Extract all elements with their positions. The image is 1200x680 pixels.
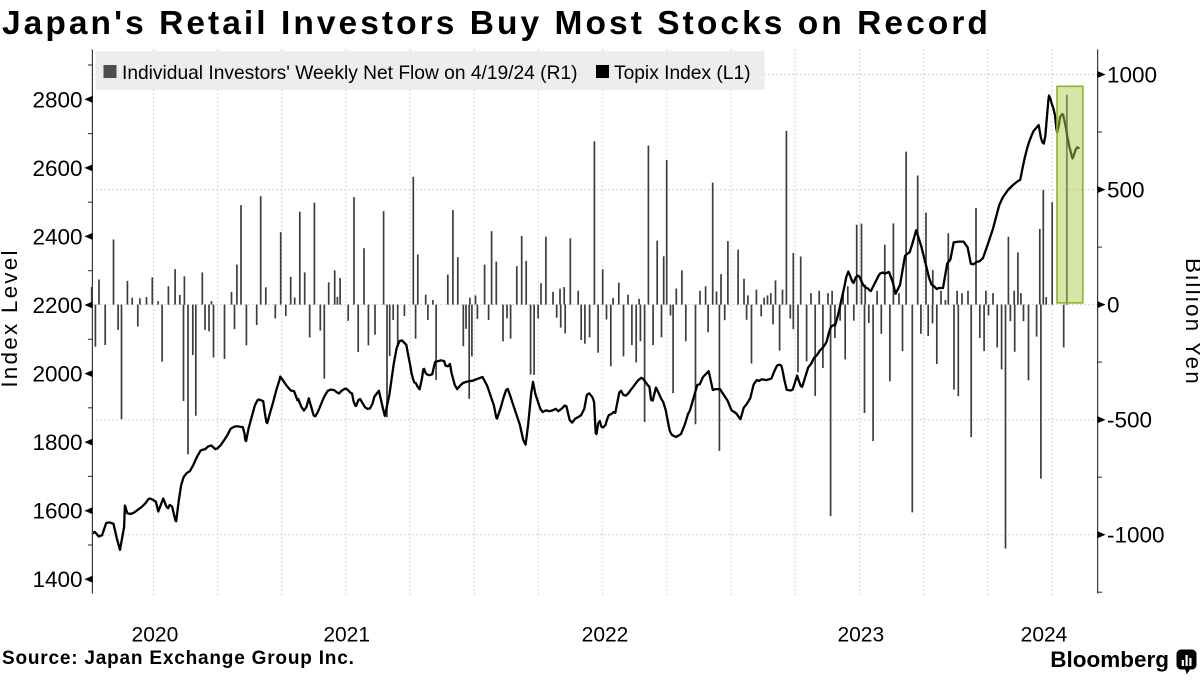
svg-text:Bloomberg: Bloomberg — [1050, 647, 1169, 672]
svg-text:-500: -500 — [1107, 408, 1152, 433]
svg-text:1800: 1800 — [32, 430, 82, 455]
svg-text:1600: 1600 — [32, 499, 82, 524]
svg-text:Source: Japan Exchange Group I: Source: Japan Exchange Group Inc. — [2, 648, 355, 669]
svg-text:-1000: -1000 — [1107, 523, 1165, 548]
svg-text:2600: 2600 — [32, 156, 82, 181]
svg-text:2200: 2200 — [32, 293, 82, 318]
svg-text:2023: 2023 — [837, 624, 884, 647]
svg-text:2022: 2022 — [582, 624, 629, 647]
svg-text:Billion Yen: Billion Yen — [1181, 258, 1200, 386]
svg-text:Index Level: Index Level — [0, 248, 22, 387]
svg-text:2020: 2020 — [132, 624, 179, 647]
svg-text:Individual Investors' Weekly N: Individual Investors' Weekly Net Flow on… — [122, 63, 578, 84]
svg-text:2024: 2024 — [1021, 624, 1068, 647]
svg-text:2800: 2800 — [32, 87, 82, 112]
svg-text:2000: 2000 — [32, 362, 82, 387]
svg-text:2400: 2400 — [32, 224, 82, 249]
svg-text:500: 500 — [1107, 178, 1145, 203]
svg-text:2021: 2021 — [323, 624, 370, 647]
svg-text:1000: 1000 — [1107, 63, 1157, 88]
svg-text:0: 0 — [1107, 293, 1120, 318]
svg-text:Japan's Retail Investors Buy M: Japan's Retail Investors Buy Most Stocks… — [2, 5, 991, 42]
svg-text:Topix Index (L1): Topix Index (L1) — [614, 63, 751, 84]
svg-text:1400: 1400 — [32, 567, 82, 592]
